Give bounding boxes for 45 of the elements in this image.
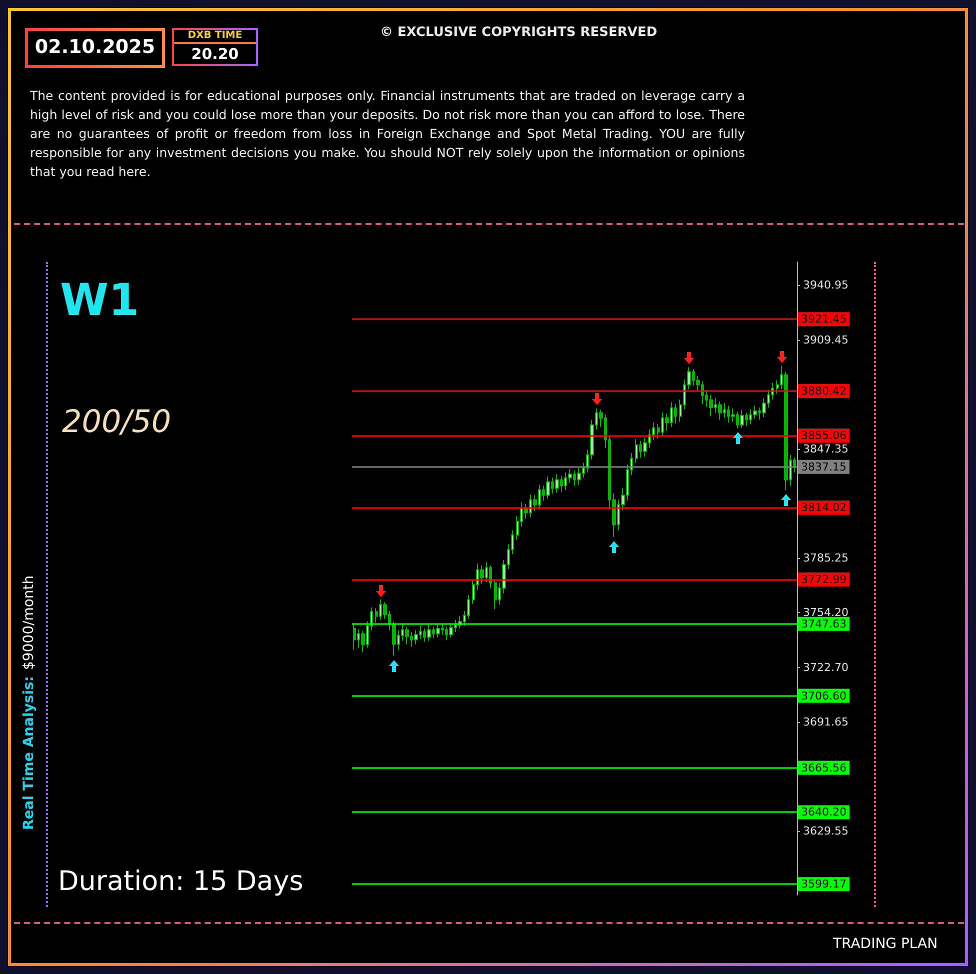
y-tick-label: 3909.45 [803, 334, 848, 347]
candlestick [635, 438, 638, 464]
text: $9000/month [21, 575, 37, 670]
ref-line-label: 3814.02 [801, 500, 846, 514]
candlestick [674, 404, 677, 424]
candlestick [546, 476, 550, 500]
ref-line-label: 3665.56 [801, 761, 846, 774]
y-tick-label: 3785.25 [803, 551, 848, 564]
y-tick-label: 3691.65 [803, 716, 848, 729]
ref-line-label: 3837.15 [801, 460, 846, 474]
ref-line-label: 3855.06 [801, 428, 846, 442]
candlestick [414, 630, 418, 645]
candlestick [718, 400, 722, 420]
y-tick-label: 3629.55 [803, 824, 848, 838]
candlestick [740, 410, 744, 428]
candlestick [494, 578, 497, 610]
y-tick-label: 3722.70 [803, 661, 848, 674]
y-tick-label: 3940.95 [803, 278, 848, 292]
candlestick [405, 626, 409, 645]
text: 02.10.2025 [34, 35, 156, 60]
text: Duration: 15 Days [58, 865, 304, 899]
y-tick-label: 3754.20 [803, 606, 848, 619]
ref-line-label: 3880.42 [801, 384, 846, 398]
candlestick [489, 564, 492, 589]
text: The content provided is for educational purposes only. Financial instruments that are traded on leverage carry a high level of risk and you could lose more than your deposits. Do not risk more than you can afford to lose. There are no guarantees of profit or freedom from loss in Foreign Exchange and Spot Metal Trading. YOU are fully responsible for any investment decisions you make. You should NOT rely solely upon the information or opinions that you read here. [30, 87, 745, 181]
chart-title: W1 [60, 275, 140, 326]
text: 20.20 [190, 45, 240, 64]
ref-line-label: 3772.99 [801, 572, 846, 586]
ref-line-label: 3747.63 [801, 617, 846, 630]
candlestick [353, 622, 356, 650]
candlestick [436, 622, 440, 638]
candlestick [449, 622, 453, 638]
candlestick [392, 620, 396, 656]
ref-line-label: 3640.20 [801, 806, 846, 819]
ref-line-label: 3599.17 [801, 878, 846, 891]
text: 200/50 [62, 403, 172, 442]
ref-line-label: 3921.45 [801, 312, 846, 326]
text: © EXCLUSIVE COPYRIGHTS RESERVED [380, 25, 658, 40]
ref-line-label: 3706.60 [801, 689, 846, 702]
text: DXB TIME [186, 29, 244, 42]
y-tick-label: 3847.35 [803, 442, 848, 456]
text: Real Time Analysis: [21, 676, 37, 830]
candlestick [555, 474, 559, 494]
candlestick [427, 624, 431, 642]
text: TRADING PLAN [833, 935, 938, 953]
